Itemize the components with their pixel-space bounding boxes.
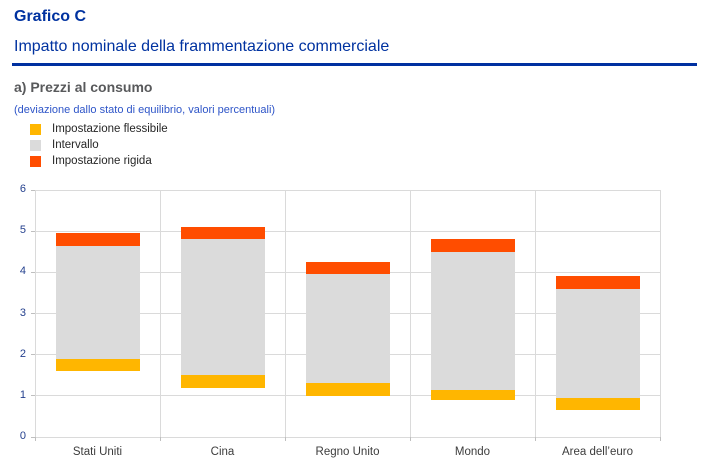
bar-segment-regno-unito-intervallo bbox=[305, 274, 390, 384]
chart-kicker: Grafico C bbox=[14, 8, 87, 25]
legend-label: Impostazione rigida bbox=[52, 155, 152, 167]
legend-item-impostazione-rigida: Impostazione rigida bbox=[30, 153, 168, 169]
x-axis-tick-mark bbox=[159, 437, 161, 441]
legend-item-impostazione-flessibile: Impostazione flessibile bbox=[30, 121, 168, 137]
chart-title: Impatto nominale della frammentazione co… bbox=[14, 38, 390, 55]
y-axis-tick-label: 0 bbox=[19, 430, 26, 442]
x-axis-tick-mark bbox=[284, 437, 286, 441]
x-axis-tick-mark bbox=[659, 437, 661, 441]
chart-legend: Impostazione flessibile Intervallo Imposta… bbox=[30, 121, 168, 169]
bar-segment-stati-uniti-impostazione-rigida bbox=[55, 233, 140, 246]
plot-area bbox=[34, 189, 661, 438]
bar-segment-mondo-impostazione-flessibile bbox=[430, 389, 515, 400]
gridline-horizontal bbox=[35, 230, 660, 232]
bar-segment-mondo-intervallo bbox=[430, 251, 515, 390]
bar-segment-area-dell-euro-intervallo bbox=[555, 288, 640, 398]
y-axis-tick-label: 5 bbox=[19, 224, 26, 237]
x-axis-tick-mark bbox=[534, 437, 536, 441]
bar-segment-cina-impostazione-rigida bbox=[180, 227, 265, 240]
bar-segment-regno-unito-impostazione-flessibile bbox=[305, 383, 390, 396]
x-axis-tick-mark bbox=[409, 437, 411, 441]
x-axis-tick-mark bbox=[34, 437, 36, 441]
y-axis-tick-label: 6 bbox=[19, 183, 26, 195]
y-axis-tick-mark bbox=[31, 313, 35, 314]
gridline-horizontal bbox=[35, 436, 660, 438]
y-axis-tick-label: 3 bbox=[19, 306, 26, 319]
x-axis-category-label: Mondo bbox=[454, 446, 491, 458]
gridline-vertical bbox=[534, 190, 536, 437]
y-axis-tick-label: 2 bbox=[19, 347, 26, 360]
gridline-horizontal bbox=[35, 395, 660, 397]
legend-swatch-intervallo bbox=[30, 139, 41, 151]
legend-item-intervallo: Intervallo bbox=[30, 137, 168, 153]
legend-label: Intervallo bbox=[52, 139, 99, 151]
x-axis-category-label: Cina bbox=[210, 446, 235, 458]
y-axis-tick-mark bbox=[31, 436, 35, 438]
gridline-vertical bbox=[409, 190, 411, 437]
chart-area: 0 1 2 3 4 5 6 Stati Uniti Cina Regno Unito Mondo Ar… bbox=[0, 182, 711, 473]
y-axis-tick-mark bbox=[31, 189, 35, 191]
bar-segment-stati-uniti-impostazione-flessibile bbox=[55, 358, 140, 372]
bar-segment-cina-impostazione-flessibile bbox=[180, 375, 265, 388]
bar-segment-cina-intervallo bbox=[180, 239, 265, 376]
y-axis-tick-label: 1 bbox=[19, 388, 26, 401]
y-axis-tick-label: 4 bbox=[19, 265, 26, 278]
bar-segment-stati-uniti-intervallo bbox=[55, 245, 140, 359]
bar-segment-regno-unito-impostazione-rigida bbox=[305, 262, 390, 275]
bar-segment-mondo-impostazione-rigida bbox=[430, 239, 515, 252]
bar-segment-area-dell-euro-impostazione-rigida bbox=[555, 276, 640, 289]
legend-swatch-impostazione-flessibile bbox=[30, 123, 41, 135]
x-axis-category-label: Regno Unito bbox=[315, 446, 380, 458]
gridline-vertical bbox=[159, 190, 161, 437]
panel-note: (deviazione dallo stato di equilibrio, v… bbox=[14, 104, 276, 116]
y-axis-tick-mark bbox=[31, 230, 35, 232]
legend-label: Impostazione flessibile bbox=[52, 123, 168, 135]
x-axis-category-label: Area dell’euro bbox=[562, 446, 633, 458]
panel-title: a) Prezzi al consumo bbox=[14, 79, 153, 95]
header-divider bbox=[12, 63, 697, 66]
gridline-horizontal bbox=[35, 189, 660, 191]
bar-segment-area-dell-euro-impostazione-flessibile bbox=[555, 397, 640, 411]
gridline-vertical bbox=[284, 190, 286, 437]
y-axis-tick-mark bbox=[31, 354, 35, 356]
legend-swatch-impostazione-rigida bbox=[30, 155, 41, 167]
gridline-vertical bbox=[659, 190, 661, 437]
gridline-vertical bbox=[34, 190, 36, 437]
y-axis-tick-mark bbox=[31, 271, 35, 273]
y-axis-tick-mark bbox=[31, 395, 35, 397]
x-axis-category-label: Stati Uniti bbox=[72, 446, 123, 458]
